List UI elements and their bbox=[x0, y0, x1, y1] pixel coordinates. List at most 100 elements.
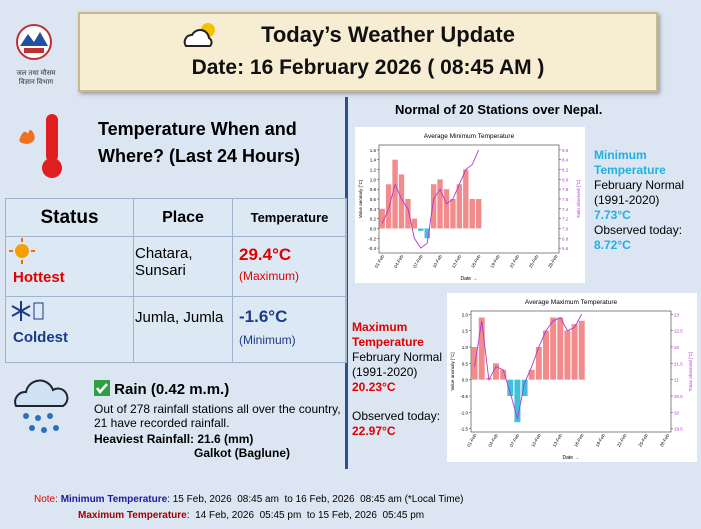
bar bbox=[493, 363, 499, 380]
bar bbox=[405, 199, 411, 229]
y-axis-label: Value anomaly [°C] bbox=[358, 180, 363, 218]
title: Today’s Weather Update bbox=[261, 22, 515, 47]
temperature-kind: (Minimum) bbox=[239, 333, 296, 347]
temperature-value: -1.6°C bbox=[239, 307, 288, 326]
bar bbox=[424, 228, 430, 239]
weather-icon bbox=[183, 23, 215, 47]
title-box: Today’s Weather Update Date: 16 February… bbox=[78, 12, 658, 92]
temperature-value: 29.4°C bbox=[239, 245, 292, 264]
snow-icon bbox=[11, 301, 44, 321]
normal-value: 7.73°C bbox=[594, 208, 631, 222]
y-tick-label: 0.0 bbox=[462, 378, 469, 383]
maximum-normal: Maximum Temperature February Normal (199… bbox=[352, 320, 444, 439]
temp-cell: -1.6°C (Minimum) bbox=[232, 296, 347, 363]
bar bbox=[500, 369, 507, 380]
y-tick-label: 1.6 bbox=[370, 148, 377, 153]
y-tick-label: 0.5 bbox=[462, 361, 469, 366]
divider bbox=[345, 97, 348, 469]
x-tick-label: 13-Feb bbox=[451, 254, 463, 269]
y-tick-label: 1.0 bbox=[370, 177, 377, 182]
bar bbox=[450, 199, 456, 229]
x-tick-label: 22-Feb bbox=[616, 433, 628, 448]
x-tick-label: 07-Feb bbox=[412, 254, 424, 269]
x-tick-label: 04-Feb bbox=[487, 433, 499, 448]
observed-value: 22.97°C bbox=[352, 424, 396, 438]
bar bbox=[430, 184, 437, 229]
y2-tick-label: 6.6 bbox=[562, 246, 569, 251]
y2-tick-label: 7.4 bbox=[562, 207, 569, 212]
note-min-label: Minimum Temperature bbox=[60, 494, 168, 505]
y2-tick-label: 7.2 bbox=[562, 217, 569, 222]
x-tick-label: 01-Feb bbox=[374, 254, 386, 269]
y2-tick-label: 7.8 bbox=[562, 187, 569, 192]
y-tick-label: 0.4 bbox=[370, 207, 377, 212]
status-cell: Coldest bbox=[5, 296, 134, 363]
y-tick-label: -0.4 bbox=[368, 246, 376, 251]
bar bbox=[392, 159, 398, 229]
bar bbox=[528, 369, 535, 380]
label: Minimum Temperature bbox=[594, 148, 666, 177]
y2-tick-label: 21 bbox=[674, 378, 680, 383]
x-tick-label: 19-Feb bbox=[595, 433, 607, 448]
bar bbox=[469, 199, 475, 229]
x-tick-label: 22-Feb bbox=[509, 254, 521, 269]
y2-tick-label: 22.5 bbox=[674, 329, 683, 334]
y2-tick-label: 22 bbox=[674, 345, 680, 350]
note-max-label: Maximum Temperature bbox=[78, 510, 187, 521]
temperature-kind: (Maximum) bbox=[239, 269, 299, 283]
y2-axis-label: Tmin observed [°C] bbox=[576, 180, 581, 219]
x-tick-label: 10-Feb bbox=[530, 433, 542, 448]
line bbox=[474, 314, 583, 420]
x-tick-label: 28-Feb bbox=[547, 254, 559, 269]
y2-tick-label: 6.8 bbox=[562, 236, 569, 241]
y2-tick-label: 19.5 bbox=[674, 427, 683, 432]
y-tick-label: 0.8 bbox=[370, 187, 377, 192]
bar bbox=[543, 330, 549, 380]
normal: February Normal (1991-2020) bbox=[594, 178, 685, 207]
rain-station: Galkot (Baglune) bbox=[194, 446, 291, 460]
y-tick-label: 0.2 bbox=[370, 217, 377, 222]
bar bbox=[475, 199, 482, 229]
x-tick-label: 07-Feb bbox=[509, 433, 521, 448]
x-tick-label: 01-Feb bbox=[466, 433, 478, 448]
y2-tick-label: 20.5 bbox=[674, 394, 683, 399]
x-tick-label: 04-Feb bbox=[393, 254, 405, 269]
line bbox=[381, 149, 480, 249]
y-tick-label: 0.0 bbox=[370, 226, 377, 231]
chart-title: Average Maximum Temperature bbox=[525, 299, 618, 306]
temp-cell: 29.4°C (Maximum) bbox=[232, 236, 347, 297]
title-line: Temperature When and bbox=[98, 119, 297, 139]
y-tick-label: 1.4 bbox=[370, 158, 377, 163]
y2-tick-label: 8.0 bbox=[562, 177, 569, 182]
bar bbox=[385, 184, 392, 229]
title-line: Where? (Last 24 Hours) bbox=[98, 146, 301, 166]
label: Maximum Temperature bbox=[352, 320, 424, 349]
rain-icon bbox=[14, 379, 69, 433]
observed-value: 8.72°C bbox=[594, 238, 631, 252]
y-tick-label: -1.5 bbox=[460, 427, 468, 432]
y-tick-label: -1.0 bbox=[460, 410, 468, 415]
observed: Observed today: bbox=[594, 223, 683, 237]
rain-text: Out of 278 rainfall stations all over th… bbox=[94, 402, 341, 430]
note-line: Note: Minimum Temperature: 15 Feb, 2026 … bbox=[34, 494, 463, 505]
y2-tick-label: 23 bbox=[674, 312, 680, 317]
note-line: Maximum Temperature: 14 Feb, 2026 05:45 … bbox=[78, 510, 424, 521]
bar bbox=[418, 228, 424, 231]
normal-value: 20.23°C bbox=[352, 380, 396, 394]
y-tick-label: 2.0 bbox=[462, 312, 469, 317]
rain-heaviest: Heaviest Rainfall: 21.6 (mm) bbox=[94, 432, 254, 446]
x-axis-label: Date → bbox=[461, 276, 478, 282]
bar bbox=[471, 346, 478, 380]
logo-text: विज्ञान विभाग bbox=[18, 79, 54, 86]
y2-tick-label: 8.4 bbox=[562, 158, 569, 163]
y2-tick-label: 7.0 bbox=[562, 226, 569, 231]
header-cell: Temperature bbox=[232, 198, 347, 237]
header-cell: Place bbox=[133, 198, 233, 237]
x-tick-label: 13-Feb bbox=[552, 433, 564, 448]
note-label: Note: bbox=[34, 494, 58, 505]
y-tick-label: -0.2 bbox=[368, 236, 376, 241]
logo-text: जल तथा मौसम bbox=[16, 70, 56, 77]
bar bbox=[507, 379, 514, 397]
bar bbox=[564, 330, 571, 380]
